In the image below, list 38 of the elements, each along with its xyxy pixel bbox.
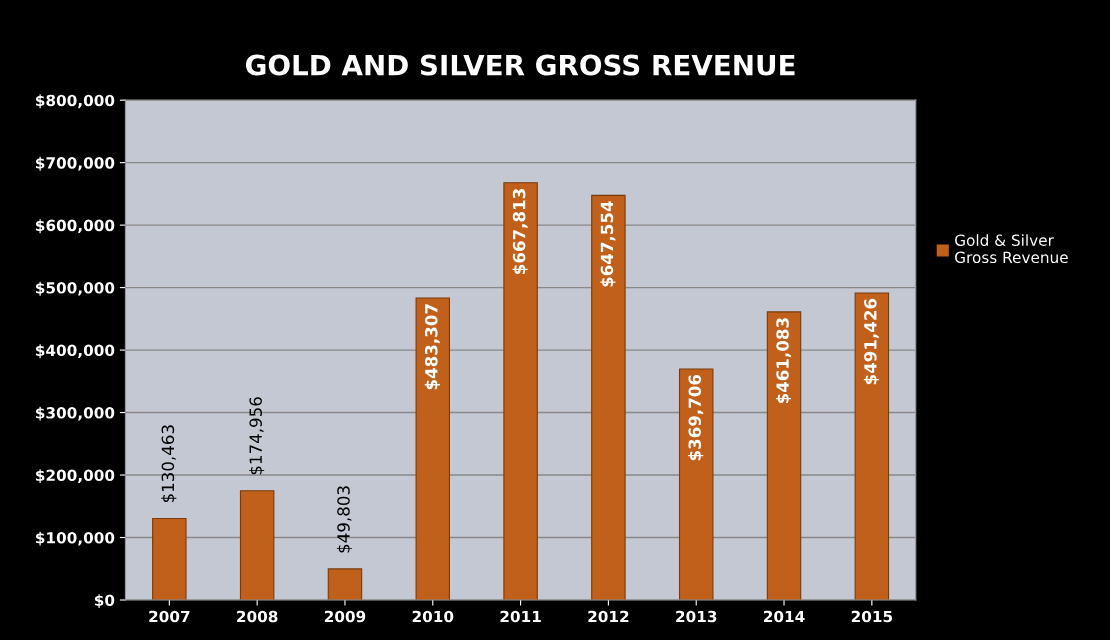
x-tick-label: 2014 <box>763 610 805 623</box>
text: $491,426 <box>863 298 879 385</box>
bar <box>415 297 451 600</box>
x-tick-label: 2008 <box>237 610 278 623</box>
text: $130,463 <box>161 425 177 503</box>
bar <box>327 568 363 600</box>
text: $647,554 <box>600 201 616 287</box>
x-tick-label: 2013 <box>676 610 717 623</box>
text: $667,813 <box>512 189 528 274</box>
text: $461,083 <box>775 318 792 404</box>
bar <box>591 194 626 600</box>
bar <box>766 311 802 600</box>
y-tick-label: $100,000 <box>35 531 115 546</box>
y-tick-label: $600,000 <box>35 219 115 234</box>
chart-title: GOLD AND SILVER GROSS REVENUE <box>246 54 795 76</box>
bar <box>152 517 187 600</box>
text: $369,706 <box>688 374 704 461</box>
legend-label: Gold & Silver Gross Revenue <box>955 234 1068 264</box>
x-tick-label: 2007 <box>149 610 190 623</box>
x-tick-label: 2015 <box>851 610 893 623</box>
text: $483,307 <box>424 304 440 390</box>
bar <box>239 490 275 600</box>
x-tick-label: 2011 <box>500 610 541 623</box>
bar <box>854 292 890 600</box>
bar <box>678 368 714 600</box>
y-tick-label: $700,000 <box>35 156 115 171</box>
x-tick-label: 2010 <box>412 610 454 623</box>
x-tick-label: 2009 <box>324 610 366 623</box>
bar <box>503 182 538 600</box>
y-tick-label: $400,000 <box>35 344 115 359</box>
y-tick-label: $300,000 <box>35 406 115 421</box>
x-tick-label: 2012 <box>588 610 629 623</box>
y-tick-label: $200,000 <box>35 469 115 484</box>
y-tick-label: $800,000 <box>35 94 115 109</box>
text: $49,803 <box>336 486 353 553</box>
text: $174,956 <box>249 397 265 475</box>
y-tick-label: $0 <box>94 594 115 609</box>
y-tick-label: $500,000 <box>35 281 115 296</box>
